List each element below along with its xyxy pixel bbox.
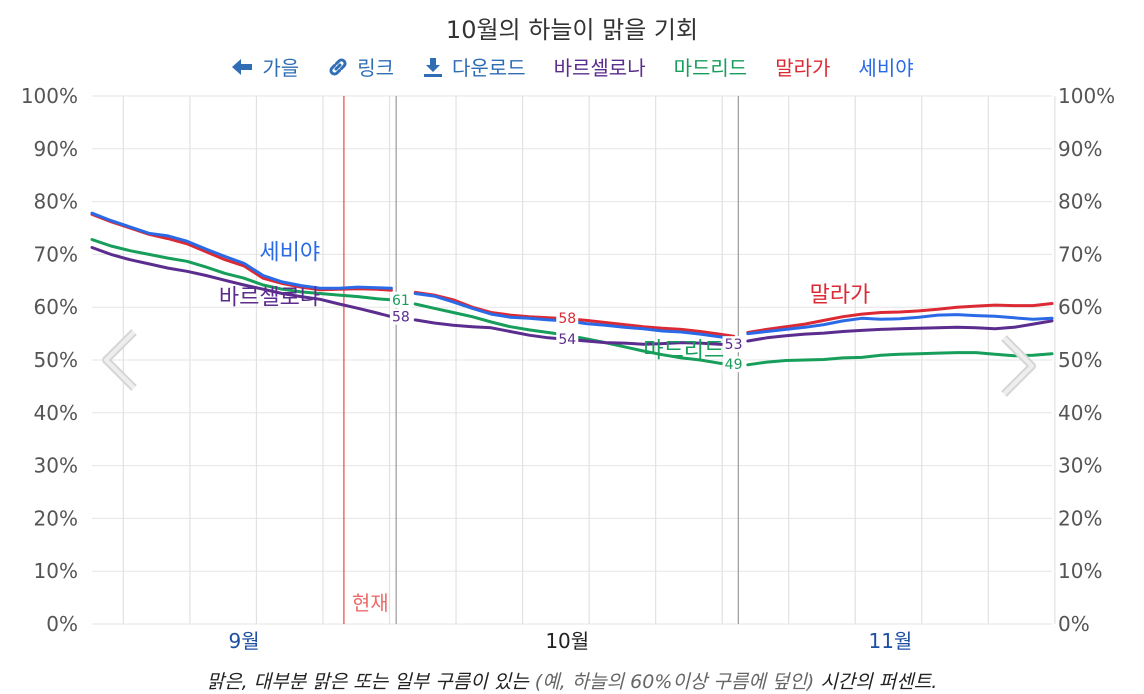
series-line-세비야 [90,211,393,290]
legend-item-barcelona[interactable]: 바르셀로나 [553,56,646,80]
y-tick-label-left: 60% [34,295,78,319]
value-label-bg [556,330,579,347]
now-marker: 현재 [343,96,389,624]
prev-season-label: 가을 [262,56,300,80]
series-line-마드리드 [413,302,736,366]
y-axis-right: 0% 10% 20% 30% 40% 50% 60% 70% 80% 90% 100% [1058,84,1115,636]
y-tick-label-right: 30% [1058,454,1102,478]
value-label-bg [389,291,412,308]
chart-caption: 맑은, 대부분 맑은 또는 일부 구름이 있는 (예, 하늘의 60%이상 구름… [0,667,1144,694]
y-tick-label-right: 60% [1058,295,1102,319]
arrow-left-icon [232,58,253,75]
series-line-바르셀로나 [90,246,393,319]
series-label: 말라가 [810,283,871,308]
prev-season-button[interactable]: 가을 [230,52,299,81]
caption-partly: 또는 일부 구름이 있는 [347,671,535,693]
y-tick-label-right: 0% [1058,612,1090,636]
download-button[interactable]: 다운로드 [422,52,526,81]
value-label-bg [722,356,745,373]
legend-item-madrid[interactable]: 마드리드 [673,56,748,80]
value-label-bg [389,308,412,325]
link-button[interactable]: 링크 [327,52,394,81]
download-icon [424,57,442,77]
series-line-말라가 [413,290,736,338]
nav-next-icon[interactable] [998,334,1038,398]
value-label: 49 [725,357,743,373]
y-tick-label-right: 100% [1058,84,1115,108]
series-line-말라가 [746,302,1054,334]
y-tick-label-left: 50% [34,348,78,372]
y-tick-label-right: 90% [1058,137,1102,161]
y-tick-label-right: 80% [1058,190,1102,214]
y-tick-label-right: 10% [1058,559,1102,583]
caption-end: 시간의 퍼센트. [814,671,938,693]
caption-clear: 맑은, 대부분 맑은 [206,671,348,693]
gridlines [92,95,1056,625]
y-tick-label-left: 90% [34,137,78,161]
value-label: 53 [725,337,743,353]
x-month-label: 11월 [868,629,912,653]
download-label: 다운로드 [452,56,526,80]
value-label: 58 [392,310,410,326]
series-lines [90,211,1054,367]
now-label: 현재 [352,591,389,615]
value-label: 58 [558,311,576,327]
y-tick-label-right: 50% [1058,348,1102,372]
value-label-bg [556,309,579,326]
legend-item-malaga[interactable]: 말라가 [775,56,831,80]
nav-prev-icon[interactable] [100,328,140,392]
y-tick-label-left: 20% [34,506,78,530]
series-line-바르셀로나 [413,318,736,347]
caption-note: (예, 하늘의 60%이상 구름에 덮인) [534,671,815,693]
series-line-세비야 [413,292,736,340]
value-label-bg [722,336,745,353]
y-tick-label-left: 80% [34,190,78,214]
chart-toolbar: 가을 링크 다운로드 바르셀로나 마드리드 말라가 세비야 [0,52,1144,81]
y-tick-label-left: 0% [46,612,78,636]
x-month-label: 10월 [545,629,589,653]
y-tick-label-right: 70% [1058,242,1102,266]
y-tick-label-left: 10% [34,559,78,583]
series-label: 마드리드 [643,338,724,363]
series-label: 세비야 [259,241,320,266]
series-line-말라가 [90,212,393,292]
value-label: 61 [392,293,410,309]
link-icon [329,57,347,76]
x-axis: 9월 10월 11월 [229,629,913,653]
value-label: 54 [558,332,576,348]
link-label: 링크 [357,56,394,80]
series-line-세비야 [746,313,1054,336]
chart-title: 10월의 하늘이 맑을 기회 [445,16,699,44]
y-tick-label-left: 40% [34,401,78,425]
series-line-마드리드 [90,238,393,302]
x-month-label: 9월 [229,629,260,653]
y-tick-label-left: 30% [34,454,78,478]
legend-item-seville[interactable]: 세비야 [858,56,914,80]
y-tick-label-left: 70% [34,242,78,266]
series-label: 바르셀로나 [219,286,320,311]
y-axis-left: 0% 10% 20% 30% 40% 50% 60% 70% 80% 90% 100% [21,84,78,636]
y-tick-label-right: 40% [1058,401,1102,425]
y-tick-label-right: 20% [1058,506,1102,530]
y-tick-label-left: 100% [21,84,78,108]
